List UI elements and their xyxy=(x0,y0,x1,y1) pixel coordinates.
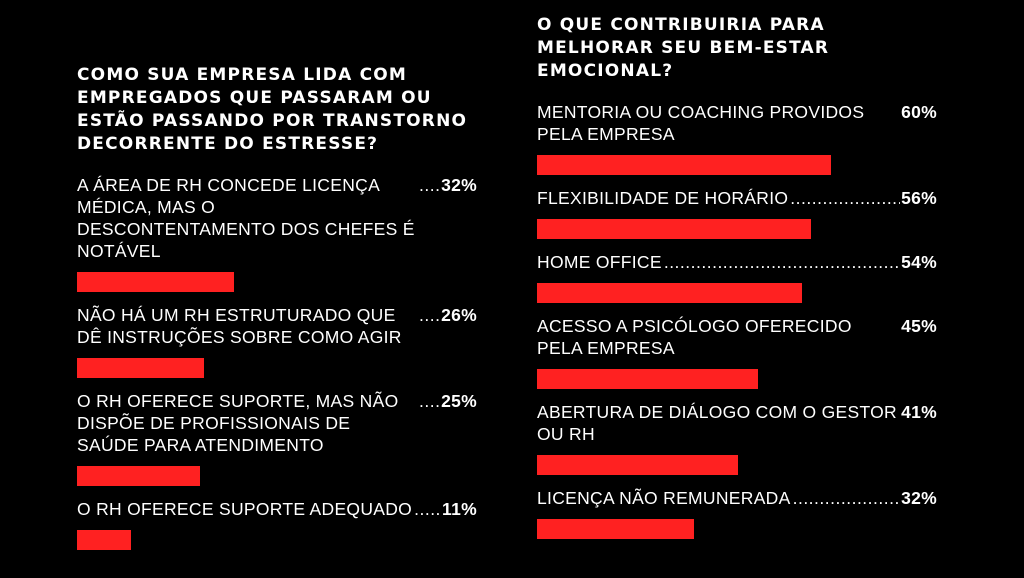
bar xyxy=(537,369,758,389)
bar-label-row: MENTORIA OU COACHING PROVIDOS PELA EMPRE… xyxy=(537,101,937,145)
bar-item: ABERTURA DE DIÁLOGO COM O GESTOR OU RH41… xyxy=(537,401,937,475)
value-label: 41% xyxy=(901,402,937,422)
category-label: FLEXIBILIDADE DE HORÁRIO xyxy=(537,188,789,208)
value-label: 45% xyxy=(901,316,937,336)
category-label: O RH OFERECE SUPORTE, MAS NÃO DISPÕE DE … xyxy=(77,391,399,455)
bar-track xyxy=(537,519,937,539)
dot-leader xyxy=(419,174,440,196)
dot-leader xyxy=(790,187,900,209)
bar xyxy=(537,519,694,539)
bar-track xyxy=(77,530,477,550)
dot-leader xyxy=(414,498,441,520)
bar-item: A ÁREA DE RH CONCEDE LICENÇA MÉDICA, MAS… xyxy=(77,174,477,292)
dot-leader xyxy=(899,401,900,423)
bar xyxy=(77,466,200,486)
bar-item: NÃO HÁ UM RH ESTRUTURADO QUE DÊ INSTRUÇÕ… xyxy=(77,304,477,378)
bar xyxy=(77,272,234,292)
bar-label-row: LICENÇA NÃO REMUNERADA 32% xyxy=(537,487,937,509)
value-label: 54% xyxy=(901,252,937,272)
bar-label-row: ACESSO A PSICÓLOGO OFERECIDO PELA EMPRES… xyxy=(537,315,937,359)
bar-label-row: HOME OFFICE 54% xyxy=(537,251,937,273)
category-label: LICENÇA NÃO REMUNERADA xyxy=(537,488,791,508)
value-label: 32% xyxy=(901,488,937,508)
bar-label-row: FLEXIBILIDADE DE HORÁRIO 56% xyxy=(537,187,937,209)
bar-label-row: NÃO HÁ UM RH ESTRUTURADO QUE DÊ INSTRUÇÕ… xyxy=(77,304,477,348)
bar-list: MENTORIA OU COACHING PROVIDOS PELA EMPRE… xyxy=(537,101,937,539)
bar-track xyxy=(77,358,477,378)
bar xyxy=(77,358,205,378)
bar-item: ACESSO A PSICÓLOGO OFERECIDO PELA EMPRES… xyxy=(537,315,937,389)
value-label: 32% xyxy=(441,175,477,195)
bar xyxy=(537,455,738,475)
bar xyxy=(537,219,812,239)
bar-item: O RH OFERECE SUPORTE, MAS NÃO DISPÕE DE … xyxy=(77,390,477,486)
category-label: O RH OFERECE SUPORTE ADEQUADO xyxy=(77,499,413,519)
dot-leader xyxy=(793,487,900,509)
bar-track xyxy=(537,283,937,303)
chart-right: O QUE CONTRIBUIRIA PARA MELHORAR SEU BEM… xyxy=(537,14,937,551)
bar-track xyxy=(537,455,937,475)
category-label: ABERTURA DE DIÁLOGO COM O GESTOR OU RH xyxy=(537,402,897,444)
bar-label-row: O RH OFERECE SUPORTE, MAS NÃO DISPÕE DE … xyxy=(77,390,477,456)
dot-leader xyxy=(419,304,440,326)
bar-item: HOME OFFICE 54% xyxy=(537,251,937,303)
category-label: A ÁREA DE RH CONCEDE LICENÇA MÉDICA, MAS… xyxy=(77,175,415,261)
chart-title: COMO SUA EMPRESA LIDA COM EMPREGADOS QUE… xyxy=(77,65,468,154)
bar xyxy=(537,283,802,303)
bar-track xyxy=(537,155,937,175)
category-label: NÃO HÁ UM RH ESTRUTURADO QUE DÊ INSTRUÇÕ… xyxy=(77,305,402,347)
value-label: 25% xyxy=(441,391,477,411)
value-label: 60% xyxy=(901,102,937,122)
dot-leader xyxy=(899,315,900,337)
value-label: 56% xyxy=(901,188,937,208)
bar-item: FLEXIBILIDADE DE HORÁRIO 56% xyxy=(537,187,937,239)
bar-item: LICENÇA NÃO REMUNERADA 32% xyxy=(537,487,937,539)
bar xyxy=(537,155,831,175)
bar-label-row: ABERTURA DE DIÁLOGO COM O GESTOR OU RH41… xyxy=(537,401,937,445)
category-label: HOME OFFICE xyxy=(537,252,662,272)
category-label: ACESSO A PSICÓLOGO OFERECIDO PELA EMPRES… xyxy=(537,316,852,358)
chart-title: O QUE CONTRIBUIRIA PARA MELHORAR SEU BEM… xyxy=(537,15,830,81)
bar-item: MENTORIA OU COACHING PROVIDOS PELA EMPRE… xyxy=(537,101,937,175)
chart-left: COMO SUA EMPRESA LIDA COM EMPREGADOS QUE… xyxy=(77,64,477,562)
bar-track xyxy=(537,369,937,389)
bar xyxy=(77,530,131,550)
dot-leader xyxy=(664,251,900,273)
dot-leader xyxy=(419,390,440,412)
value-label: 11% xyxy=(442,499,477,519)
category-label: MENTORIA OU COACHING PROVIDOS PELA EMPRE… xyxy=(537,102,865,144)
bar-list: A ÁREA DE RH CONCEDE LICENÇA MÉDICA, MAS… xyxy=(77,174,477,550)
bar-track xyxy=(77,272,477,292)
bar-item: O RH OFERECE SUPORTE ADEQUADO 11% xyxy=(77,498,477,550)
value-label: 26% xyxy=(441,305,477,325)
bar-track xyxy=(537,219,937,239)
bar-label-row: A ÁREA DE RH CONCEDE LICENÇA MÉDICA, MAS… xyxy=(77,174,477,262)
bar-label-row: O RH OFERECE SUPORTE ADEQUADO 11% xyxy=(77,498,477,520)
dot-leader xyxy=(899,101,900,123)
bar-track xyxy=(77,466,477,486)
